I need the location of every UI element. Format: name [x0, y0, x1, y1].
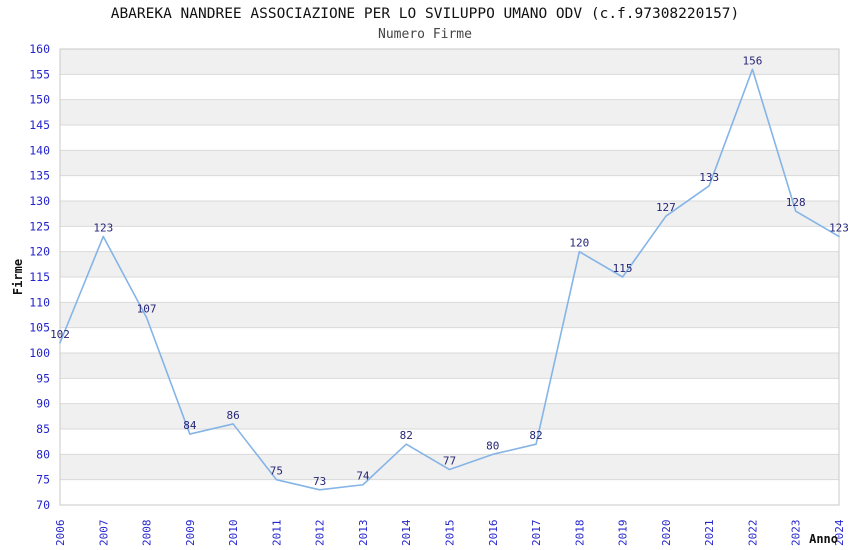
y-tick-label: 70 — [36, 498, 50, 512]
point-label: 120 — [569, 237, 589, 250]
y-tick-label: 105 — [29, 321, 50, 335]
grid-band — [60, 353, 839, 379]
y-tick-label: 110 — [29, 295, 50, 309]
grid-band — [60, 150, 839, 176]
y-tick-label: 120 — [29, 245, 50, 259]
series-line — [59, 68, 840, 491]
y-tick-label: 100 — [29, 346, 50, 360]
y-tick-label: 85 — [36, 422, 50, 436]
y-tick-label: 95 — [36, 371, 50, 385]
x-tick-label: 2019 — [617, 520, 630, 547]
point-label: 128 — [786, 196, 806, 209]
x-tick-label: 2020 — [660, 520, 673, 547]
x-tick-label: 2013 — [357, 520, 370, 547]
x-tick-label: 2023 — [790, 520, 803, 547]
point-label: 156 — [743, 54, 763, 67]
y-tick-label: 145 — [29, 118, 50, 132]
y-tick-label: 155 — [29, 67, 50, 81]
point-label: 75 — [270, 465, 283, 478]
y-tick-label: 130 — [29, 194, 50, 208]
x-tick-label: 2018 — [573, 520, 586, 547]
x-tick-label: 2007 — [97, 520, 110, 547]
y-tick-label: 160 — [29, 42, 50, 56]
x-tick-label: 2012 — [314, 520, 327, 547]
point-label: 127 — [656, 201, 676, 214]
x-axis-title: Anno — [809, 532, 838, 546]
point-label: 80 — [486, 439, 499, 452]
point-label: 123 — [829, 221, 849, 234]
x-tick-label: 2008 — [141, 520, 154, 547]
x-tick-label: 2017 — [530, 520, 543, 547]
x-tick-label: 2009 — [184, 520, 197, 547]
point-label: 133 — [699, 171, 719, 184]
y-axis-title: Firme — [11, 259, 25, 295]
x-tick-label: 2016 — [487, 520, 500, 547]
plot-border — [59, 48, 840, 506]
x-tick-label: 2011 — [270, 520, 283, 547]
x-tick-label: 2010 — [227, 520, 240, 547]
grid-band — [60, 403, 839, 429]
point-label: 86 — [226, 409, 239, 422]
y-tick-label: 80 — [36, 447, 50, 461]
point-label: 77 — [443, 455, 456, 468]
point-label: 82 — [400, 429, 413, 442]
y-tick-label: 150 — [29, 93, 50, 107]
point-label: 107 — [137, 303, 157, 316]
x-tick-label: 2006 — [54, 520, 67, 547]
grid-band — [60, 49, 839, 75]
grid-band — [60, 99, 839, 125]
grid-band — [60, 251, 839, 277]
y-tick-label: 135 — [29, 169, 50, 183]
y-tick-label: 140 — [29, 143, 50, 157]
chart-title: ABAREKA NANDREE ASSOCIAZIONE PER LO SVIL… — [110, 6, 740, 22]
point-label: 115 — [613, 262, 633, 275]
point-label: 84 — [183, 419, 197, 432]
y-tick-label: 90 — [36, 397, 50, 411]
point-label: 102 — [50, 328, 70, 341]
x-tick-label: 2021 — [703, 520, 716, 547]
grid-band — [60, 302, 839, 328]
point-label: 74 — [356, 470, 370, 483]
y-tick-label: 115 — [29, 270, 50, 284]
x-tick-label: 2015 — [444, 520, 457, 547]
chart-subtitle: Numero Firme — [378, 27, 472, 42]
y-tick-label: 125 — [29, 219, 50, 233]
x-tick-label: 2024 — [833, 519, 846, 546]
point-label: 123 — [93, 221, 113, 234]
grid-band — [60, 201, 839, 227]
y-tick-label: 75 — [36, 473, 50, 487]
point-label: 82 — [529, 429, 542, 442]
x-tick-label: 2022 — [746, 520, 759, 547]
x-tick-label: 2014 — [400, 519, 413, 546]
grid-band — [60, 454, 839, 480]
point-label: 73 — [313, 475, 326, 488]
